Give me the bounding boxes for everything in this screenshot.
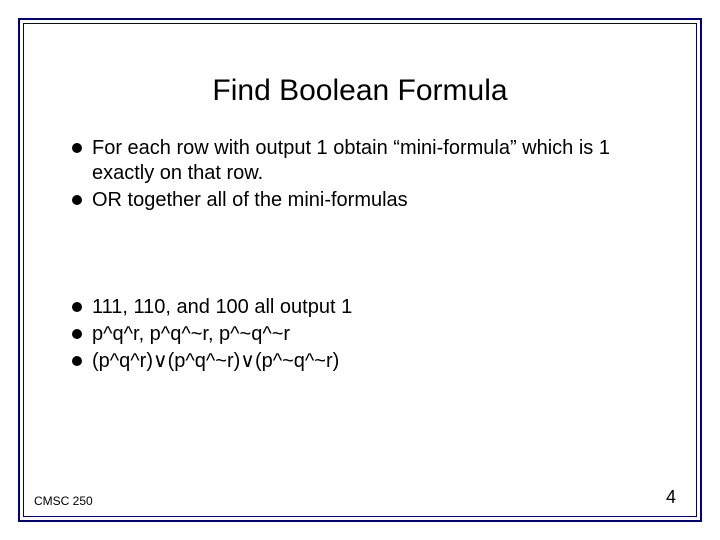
outer-frame: Find Boolean Formula For each row with o… bbox=[18, 18, 702, 522]
bullet-icon bbox=[72, 195, 82, 205]
bullet-text: For each row with output 1 obtain “mini-… bbox=[92, 136, 666, 186]
bullet-item: 111, 110, and 100 all output 1 bbox=[72, 295, 666, 320]
inner-frame: Find Boolean Formula For each row with o… bbox=[23, 23, 697, 517]
slide-title: Find Boolean Formula bbox=[24, 74, 696, 108]
bullet-icon bbox=[72, 302, 82, 312]
spacer bbox=[72, 215, 666, 295]
bullet-icon bbox=[72, 356, 82, 366]
bullet-icon bbox=[72, 143, 82, 153]
content-area: For each row with output 1 obtain “mini-… bbox=[24, 136, 696, 374]
footer-page-number: 4 bbox=[666, 487, 676, 508]
bullet-item: p^q^r, p^q^~r, p^~q^~r bbox=[72, 322, 666, 347]
bullet-text: p^q^r, p^q^~r, p^~q^~r bbox=[92, 322, 666, 347]
bullet-text: 111, 110, and 100 all output 1 bbox=[92, 295, 666, 320]
bullet-item: (p^q^r)∨(p^q^~r)∨(p^~q^~r) bbox=[72, 349, 666, 374]
bullet-text: (p^q^r)∨(p^q^~r)∨(p^~q^~r) bbox=[92, 349, 666, 374]
bullet-item: For each row with output 1 obtain “mini-… bbox=[72, 136, 666, 186]
bullet-icon bbox=[72, 329, 82, 339]
footer-course: CMSC 250 bbox=[34, 494, 93, 508]
bullet-text: OR together all of the mini-formulas bbox=[92, 188, 666, 213]
bullet-item: OR together all of the mini-formulas bbox=[72, 188, 666, 213]
